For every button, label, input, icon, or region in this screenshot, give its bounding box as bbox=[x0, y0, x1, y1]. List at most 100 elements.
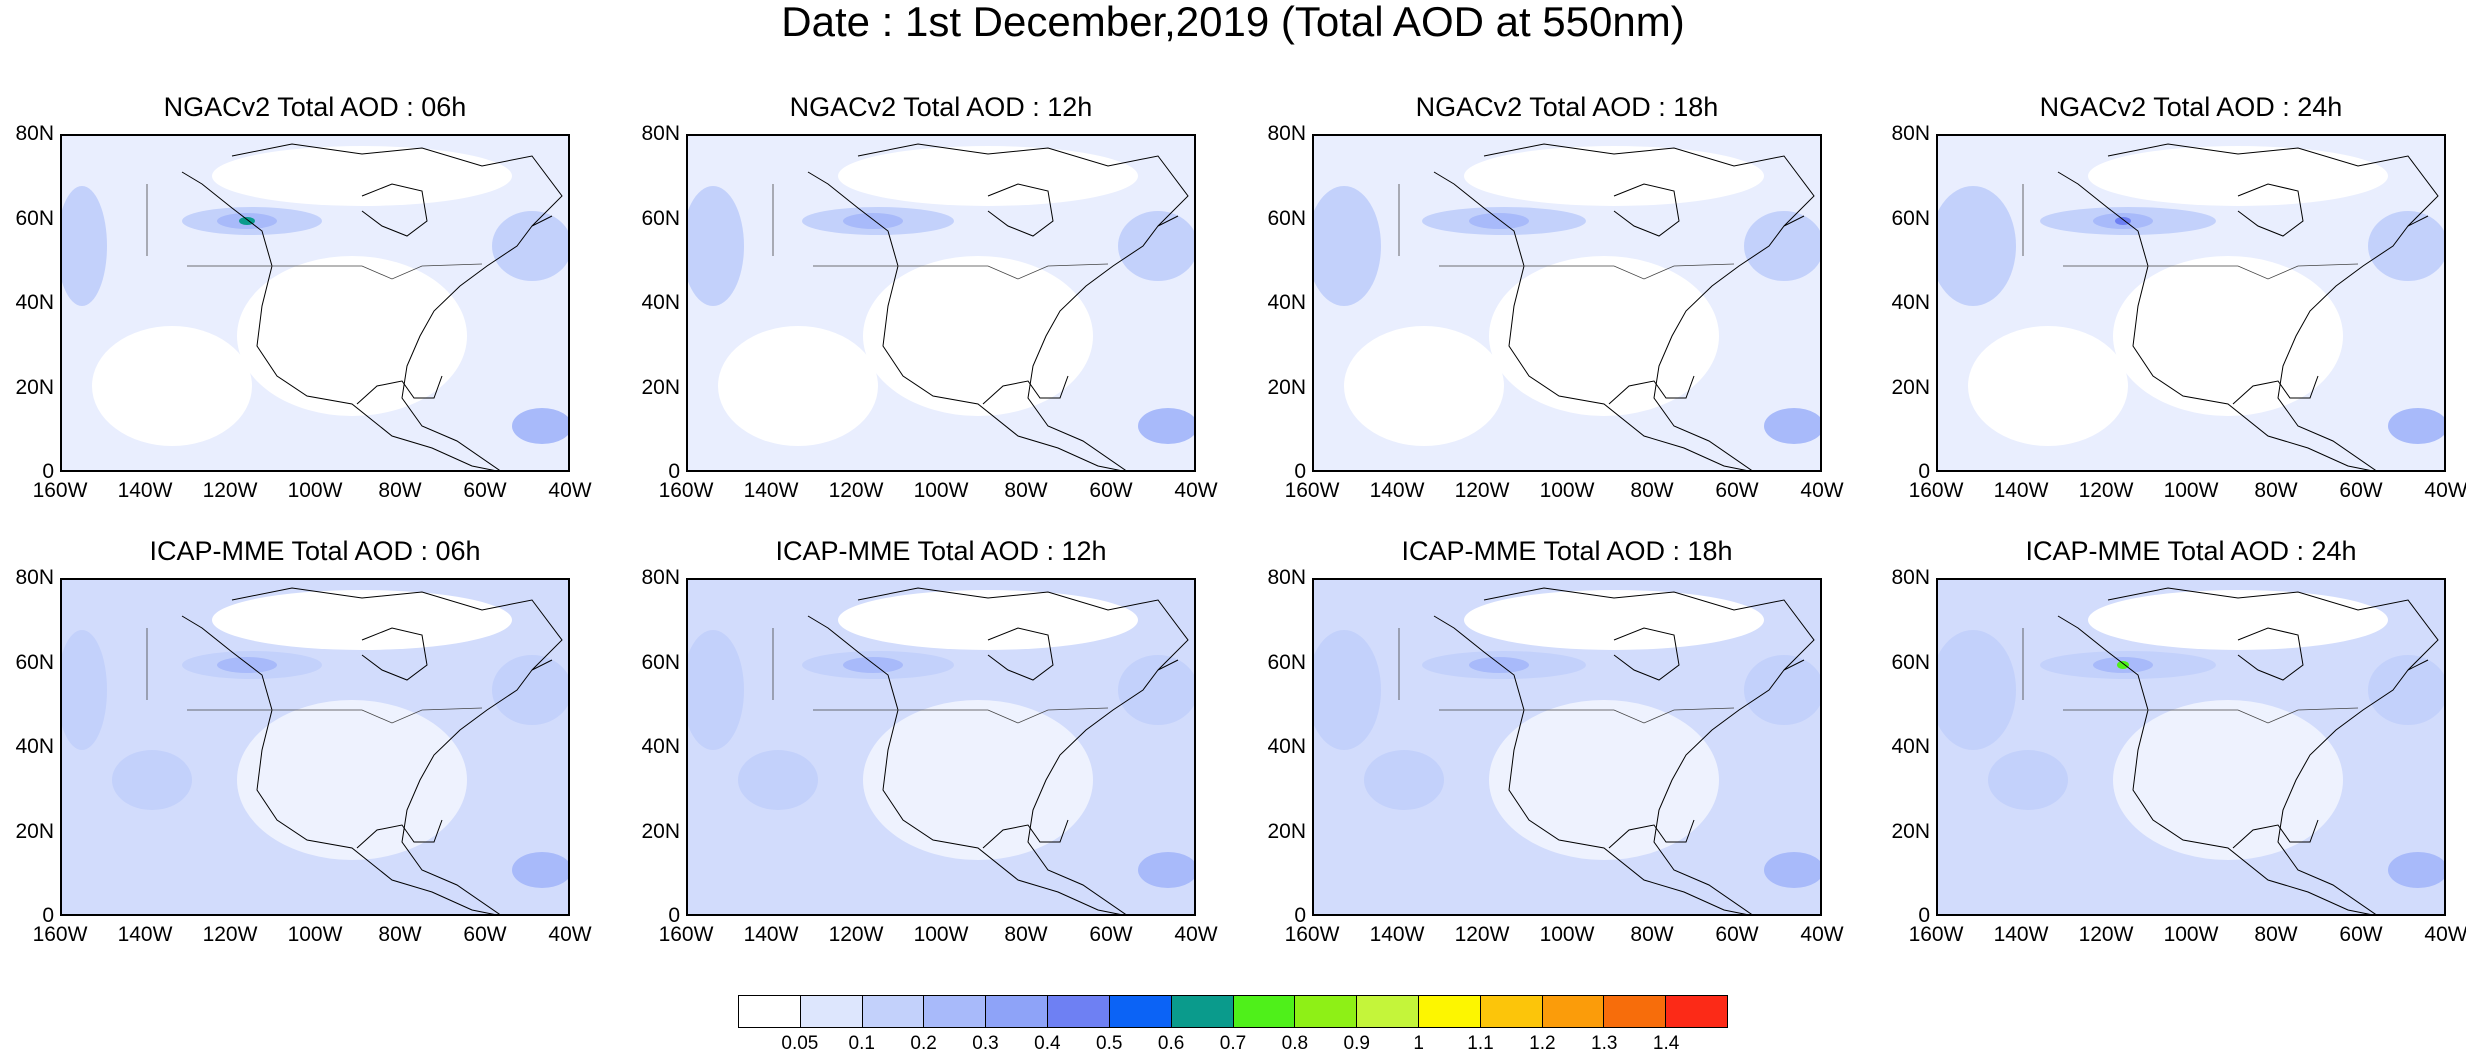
lon-tick-label: 140W bbox=[117, 479, 173, 502]
lon-tick-label: 140W bbox=[117, 923, 173, 946]
colorbar-swatch bbox=[1233, 996, 1296, 1027]
lat-tick-label: 20N bbox=[1891, 375, 1930, 399]
aod-plume bbox=[492, 655, 568, 725]
colorbar-label: 0.9 bbox=[1343, 1033, 1370, 1054]
lon-tick-label: 80W bbox=[378, 479, 422, 502]
map-canvas bbox=[1938, 136, 2444, 470]
colorbar-swatch bbox=[1480, 996, 1543, 1027]
lon-tick-label: 80W bbox=[2254, 479, 2298, 502]
low-aod-region bbox=[2113, 700, 2343, 860]
aod-plume bbox=[1314, 186, 1381, 306]
colorbar-label: 1.4 bbox=[1652, 1033, 1680, 1054]
lat-tick-label: 80N bbox=[641, 566, 680, 589]
low-aod-region bbox=[1344, 326, 1504, 446]
aod-plume bbox=[2388, 852, 2444, 888]
map-canvas bbox=[62, 580, 568, 914]
colorbar-swatch bbox=[1357, 996, 1419, 1027]
lat-tick-label: 40N bbox=[1267, 291, 1306, 314]
colorbar-swatch bbox=[924, 996, 987, 1027]
aod-plume bbox=[1938, 630, 2016, 750]
aod-plume bbox=[1938, 186, 2016, 306]
low-aod-region bbox=[1968, 326, 2128, 446]
lon-tick-label: 100W bbox=[1539, 923, 1595, 946]
lon-tick-label: 140W bbox=[743, 479, 799, 502]
aod-plume bbox=[688, 630, 744, 750]
aod-plume bbox=[512, 408, 568, 444]
lat-tick-label: 80N bbox=[641, 122, 680, 145]
colorbar-label: 0.5 bbox=[1096, 1033, 1123, 1054]
low-aod-region bbox=[2113, 256, 2343, 416]
aod-plume bbox=[2368, 211, 2444, 281]
panel-title: NGACv2 Total AOD : 18h bbox=[1415, 92, 1719, 122]
colorbar-label: 1 bbox=[1413, 1033, 1424, 1054]
colorbar-swatch bbox=[1418, 996, 1481, 1027]
panel-title: NGACv2 Total AOD : 24h bbox=[2039, 92, 2343, 122]
low-aod-region bbox=[212, 590, 512, 650]
lat-tick-label: 80N bbox=[1267, 122, 1306, 145]
lon-tick-label: 40W bbox=[1800, 479, 1844, 502]
colorbar-label: 0.8 bbox=[1281, 1033, 1309, 1054]
lat-tick-label: 0 bbox=[1294, 460, 1306, 483]
lon-tick-label: 60W bbox=[2339, 923, 2383, 946]
lat-tick-label: 60N bbox=[1891, 206, 1930, 230]
colorbar-swatch bbox=[739, 996, 801, 1027]
low-aod-region bbox=[1464, 146, 1764, 206]
lon-tick-label: 120W bbox=[202, 923, 258, 946]
aod-plume bbox=[1364, 750, 1444, 810]
lon-tick-label: 100W bbox=[2163, 479, 2219, 502]
colorbar-label: 0.2 bbox=[910, 1033, 937, 1054]
lat-tick-label: 60N bbox=[15, 206, 54, 230]
lon-tick-label: 120W bbox=[1454, 479, 1510, 502]
lat-tick-label: 0 bbox=[668, 460, 680, 483]
lon-tick-label: 40W bbox=[1174, 479, 1218, 502]
colorbar-swatch bbox=[986, 996, 1049, 1027]
aod-plume bbox=[688, 186, 744, 306]
colorbar-label: 0.05 bbox=[781, 1033, 819, 1054]
colorbar-swatch bbox=[1109, 996, 1172, 1027]
lat-tick-label: 40N bbox=[641, 291, 680, 314]
lon-tick-label: 120W bbox=[2078, 923, 2134, 946]
lon-tick-label: 100W bbox=[2163, 923, 2219, 946]
colorbar-swatch bbox=[1604, 996, 1667, 1027]
lat-tick-label: 80N bbox=[15, 566, 54, 589]
aod-map bbox=[686, 578, 1196, 916]
lon-tick-label: 80W bbox=[1004, 479, 1048, 502]
lat-tick-label: 60N bbox=[15, 650, 54, 674]
aod-plume bbox=[1744, 211, 1820, 281]
colorbar bbox=[738, 995, 1728, 1028]
aod-map bbox=[60, 134, 570, 472]
lon-tick-label: 160W bbox=[658, 479, 714, 502]
colorbar-label: 0.7 bbox=[1219, 1033, 1247, 1054]
lat-tick-label: 0 bbox=[1294, 904, 1306, 927]
lon-tick-label: 160W bbox=[32, 479, 88, 502]
lon-tick-label: 120W bbox=[1454, 923, 1510, 946]
lat-tick-label: 40N bbox=[1891, 291, 1930, 314]
map-canvas bbox=[1314, 136, 1820, 470]
lon-tick-label: 100W bbox=[913, 923, 969, 946]
aod-plume bbox=[2368, 655, 2444, 725]
lat-tick-label: 20N bbox=[1267, 375, 1306, 399]
lat-tick-label: 40N bbox=[15, 291, 54, 314]
map-canvas bbox=[688, 136, 1194, 470]
lon-tick-label: 40W bbox=[548, 479, 592, 502]
lon-tick-label: 60W bbox=[463, 923, 507, 946]
aod-plume bbox=[738, 750, 818, 810]
panel-title: ICAP-MME Total AOD : 18h bbox=[1401, 536, 1733, 566]
colorbar-swatch bbox=[1295, 996, 1358, 1027]
low-aod-region bbox=[212, 146, 512, 206]
aod-plume bbox=[1118, 211, 1194, 281]
panel-title: ICAP-MME Total AOD : 24h bbox=[2025, 536, 2357, 566]
aod-plume bbox=[843, 657, 903, 673]
lon-tick-label: 80W bbox=[1630, 479, 1674, 502]
lon-tick-label: 140W bbox=[743, 923, 799, 946]
lon-tick-label: 60W bbox=[1715, 923, 1759, 946]
low-aod-region bbox=[237, 700, 467, 860]
panel-title: ICAP-MME Total AOD : 12h bbox=[775, 536, 1107, 566]
panel-title: NGACv2 Total AOD : 12h bbox=[789, 92, 1093, 122]
colorbar-label: 0.4 bbox=[1034, 1033, 1061, 1054]
lon-tick-label: 140W bbox=[1369, 479, 1425, 502]
lon-tick-label: 120W bbox=[2078, 479, 2134, 502]
lat-tick-label: 20N bbox=[641, 819, 680, 843]
lon-tick-label: 160W bbox=[1908, 479, 1964, 502]
aod-plume bbox=[492, 211, 568, 281]
